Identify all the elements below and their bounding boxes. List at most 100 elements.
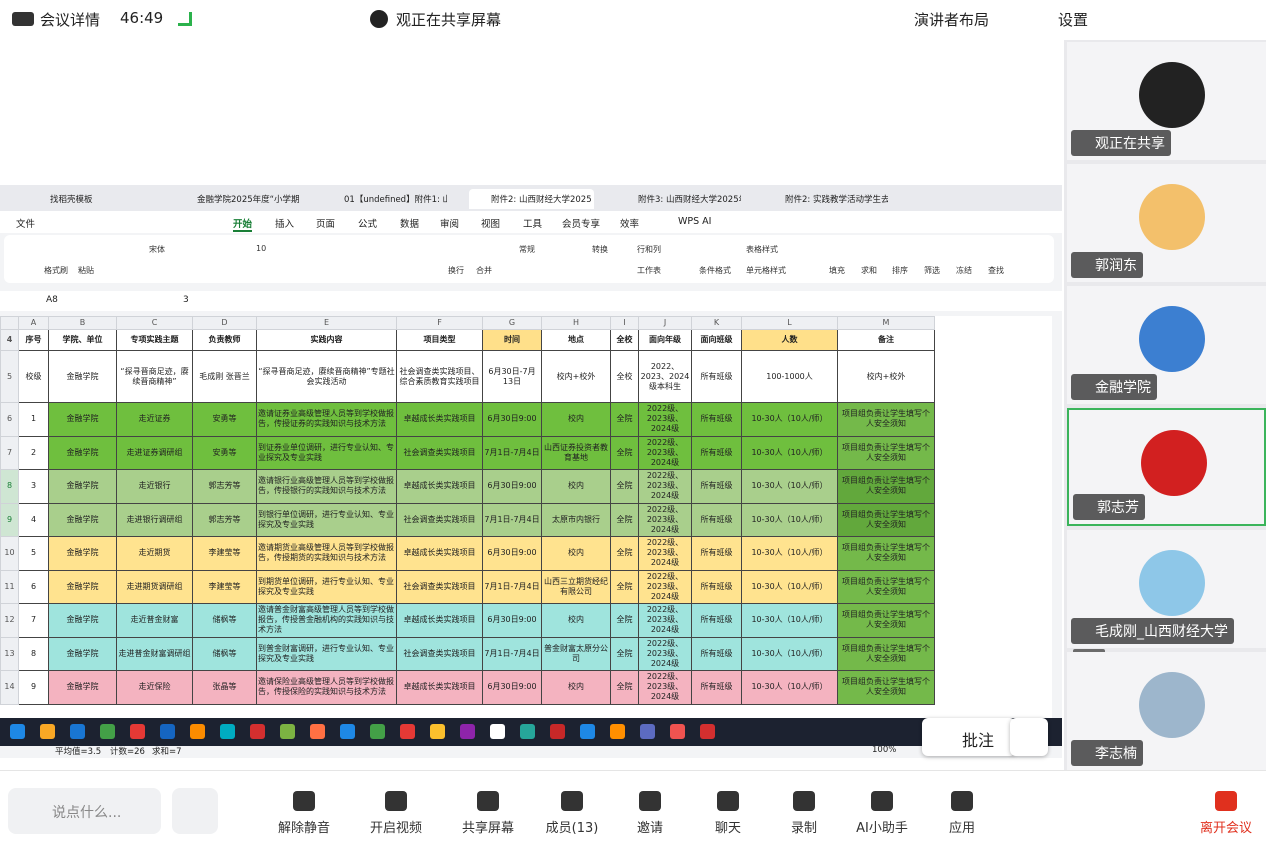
data-row: 6 1 金融学院 走近证券 安勇等 邀请证券业高级管理人员等到学校做报告，传授证券的实践知… [0, 402, 935, 437]
sharing-status[interactable]: 观正在共享屏幕 [396, 11, 502, 29]
column-letter: G [482, 316, 542, 330]
ribbon-button[interactable]: 条件格式 [699, 266, 731, 275]
ribbon-button[interactable]: 宋体 [149, 245, 165, 254]
doc-tab[interactable]: 附件2: 实践教学活动学生去向 [785, 195, 888, 205]
cell: 卓越成长类实践项目 [396, 402, 483, 437]
cell: 储枫等 [192, 603, 257, 638]
chat-placeholder: 说点什么... [52, 805, 122, 821]
zoom-button[interactable] [1010, 718, 1048, 756]
menu-item[interactable]: 开始 [233, 216, 253, 232]
doc-tab[interactable]: 01【undefined】附件1: 山西 [344, 195, 447, 205]
cell: 全院 [610, 636, 639, 671]
data-row: 9 4 金融学院 走进银行调研组 郭志芳等 到银行单位调研，进行专业认知、专业探究及专业实… [0, 502, 935, 537]
cell: 全院 [610, 435, 639, 470]
toolbar-button[interactable]: 录制 [764, 791, 844, 836]
status-item: 求和=7 [152, 747, 182, 757]
cell: “探寻晋商足迹，赓续晋商精神” [116, 350, 193, 403]
doc-tab[interactable]: 附件2: 山西财经大学2025 [469, 189, 594, 209]
ribbon-button[interactable]: 冻结 [956, 266, 972, 275]
ribbon-button[interactable]: 10 [256, 244, 267, 253]
cell: 6月30日9:00 [482, 469, 542, 504]
ribbon-button[interactable]: 换行 [448, 266, 464, 275]
menu-item[interactable]: 公式 [358, 219, 378, 230]
participant-name: 毛成刚_山西财经大学 [1071, 618, 1234, 644]
menu-item[interactable]: WPS AI [678, 216, 712, 227]
toolbar-button[interactable]: 邀请 [610, 791, 690, 836]
leave-icon [1215, 791, 1237, 811]
avatar [1139, 672, 1205, 738]
row-number: 10 [0, 536, 19, 571]
toolbar-button[interactable]: 解除静音 [264, 791, 344, 836]
row-number: 9 [0, 502, 19, 537]
ribbon-button[interactable]: 转换 [592, 245, 608, 254]
menu-item[interactable]: 会员专享 [562, 219, 601, 230]
meeting-info[interactable]: 会议详情 [40, 11, 101, 29]
toolbar-button[interactable]: 应用 [922, 791, 1002, 836]
doc-tab[interactable]: 金融学院2025年度“小学期” [197, 195, 300, 205]
leave-button[interactable]: 离开会议 [1186, 791, 1266, 836]
cell: 社会调查类实践项目 [396, 636, 483, 671]
ribbon-button[interactable]: 排序 [892, 266, 908, 275]
data-row: 10 5 金融学院 走近期货 李建莹等 邀请期货业高级管理人员等到学校做报告，传授期货的实… [0, 536, 935, 571]
ribbon-button[interactable]: 粘贴 [78, 266, 94, 275]
menu-item[interactable]: 视图 [481, 219, 501, 230]
layout-button[interactable]: 演讲者布局 [914, 11, 990, 29]
toolbar-button[interactable]: AI小助手 [842, 791, 922, 836]
ribbon-button[interactable]: 行和列 [637, 245, 661, 254]
ribbon-button[interactable]: 格式刷 [44, 266, 68, 275]
toolbar-label: 录制 [790, 821, 817, 836]
settings-button[interactable]: 设置 [1058, 11, 1089, 29]
cell: 3 [18, 469, 49, 504]
menu-item[interactable]: 效率 [620, 219, 640, 230]
ribbon-button[interactable]: 筛选 [924, 266, 940, 275]
menu-item[interactable]: 审阅 [440, 219, 460, 230]
sheet-table: A B C D E F G H I J K L M 4 序号 学院、单位 专项实践主题 负责教师 实践内容 项目类型时… [0, 316, 935, 705]
menu-item[interactable]: 数据 [400, 219, 420, 230]
participant-name: 李志楠 [1071, 740, 1143, 766]
cell: 2022级、2023级、2024级 [638, 469, 692, 504]
toolbar-button[interactable]: 成员(13) [532, 791, 612, 836]
cell: 所有班级 [691, 569, 742, 604]
taskbar-icon [310, 724, 325, 739]
ribbon-button[interactable]: 单元格样式 [746, 266, 786, 275]
ribbon-button[interactable]: 填充 [829, 266, 845, 275]
raise-hand[interactable] [172, 788, 218, 834]
ribbon-button[interactable]: 合并 [476, 266, 492, 275]
menu-item[interactable]: 页面 [316, 219, 336, 230]
cell: 全校 [610, 350, 639, 403]
cell: 1 [18, 402, 49, 437]
ribbon-button[interactable]: 求和 [861, 266, 877, 275]
ribbon-button[interactable]: 表格样式 [746, 245, 778, 254]
ribbon-button[interactable]: 查找 [988, 266, 1004, 275]
toolbar-button[interactable]: 共享屏幕 [448, 791, 528, 836]
cell: 社会调查类实践项目、综合素质教育实践项目 [396, 350, 483, 403]
cell: 7月1日-7月4日 [482, 569, 542, 604]
cell: 社会调查类实践项目 [396, 569, 483, 604]
cell: 卓越成长类实践项目 [396, 469, 483, 504]
annotate-button[interactable]: 批注 [922, 718, 1016, 756]
header-cell: 地点 [541, 329, 611, 351]
data-row: 8 3 金融学院 走近银行 郭志芳等 邀请银行业高级管理人员等到学校做报告，传授银行的实践… [0, 469, 935, 504]
cell: 张晶等 [192, 670, 257, 705]
column-letter: L [741, 316, 838, 330]
column-letter: B [48, 316, 117, 330]
chat-input[interactable]: 说点什么... [8, 788, 161, 834]
doc-tab[interactable]: 附件3: 山西财经大学2025年 [638, 195, 741, 205]
menu-item[interactable]: 插入 [275, 219, 295, 230]
ribbon-button[interactable]: 工作表 [637, 266, 661, 275]
status-item: 平均值=3.5 [55, 747, 102, 757]
corner [0, 316, 19, 330]
ribbon-button[interactable]: 常规 [519, 245, 535, 254]
toolbar-button[interactable]: 聊天 [688, 791, 768, 836]
menu-item[interactable]: 工具 [523, 219, 543, 230]
cell: 全院 [610, 569, 639, 604]
cell: 2022级、2023级、2024级 [638, 670, 692, 705]
doc-tab[interactable]: 找稻壳模板 [50, 195, 93, 205]
menu-item[interactable]: 文件 [16, 219, 36, 230]
cell: 6月30日-7月13日 [482, 350, 542, 403]
header-cell: 人数 [741, 329, 838, 351]
toolbar-button[interactable]: 开启视频 [356, 791, 436, 836]
taskbar-icon [370, 724, 385, 739]
taskbar-icon [610, 724, 625, 739]
toolbar-label: 成员(13) [545, 821, 599, 836]
